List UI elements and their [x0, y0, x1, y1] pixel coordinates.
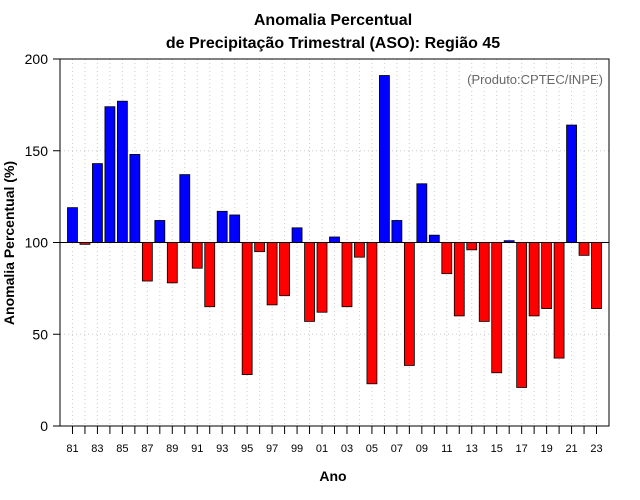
x-tick-label: 91 [191, 443, 203, 455]
bar-19 [541, 242, 553, 309]
bar-88 [154, 220, 166, 243]
x-tick-label: 15 [491, 443, 503, 455]
bar-08 [403, 242, 415, 366]
x-tick-label: 93 [216, 443, 228, 455]
bar-12 [453, 242, 465, 317]
y-tick-label: 200 [25, 51, 49, 67]
bar-02 [329, 236, 340, 243]
y-tick-label: 100 [25, 235, 49, 251]
x-tick-label: 87 [141, 443, 153, 455]
x-tick-label: 11 [441, 443, 452, 455]
y-tick-label: 0 [40, 418, 48, 434]
bar-93 [216, 210, 228, 243]
bar-99 [291, 227, 303, 243]
bar-11 [441, 242, 453, 275]
x-tick-label: 03 [341, 443, 353, 455]
y-tick-label: 150 [25, 143, 49, 159]
bar-81 [67, 207, 78, 243]
bar-90 [179, 174, 191, 243]
bar-89 [166, 242, 178, 284]
bar-13 [466, 242, 478, 251]
bar-23 [591, 242, 602, 309]
bar-14 [478, 242, 490, 322]
x-tick-label: 19 [540, 443, 552, 455]
y-tick-label: 50 [32, 326, 48, 342]
bar-07 [391, 220, 403, 243]
bar-17 [516, 242, 528, 388]
bar-94 [229, 214, 241, 243]
bar-06 [379, 75, 390, 243]
x-tick-label: 81 [66, 443, 78, 455]
bar-86 [129, 154, 141, 243]
bar-18 [528, 242, 540, 317]
x-tick-label: 09 [416, 443, 428, 455]
chart-subtitle: de Precipitação Trimestral (ASO): Região… [166, 35, 500, 52]
axis-layer: 0 50 100 150 200 81 83 85 87 89 91 93 95 97 99 01 03 05 07… [25, 51, 610, 455]
x-tick-label: 99 [291, 443, 303, 455]
bar-85 [116, 100, 128, 243]
bar-84 [104, 106, 116, 243]
bar-92 [204, 242, 216, 308]
x-tick-label: 05 [366, 443, 378, 455]
credit-text: (Produto:CPTEC/INPE) [467, 72, 603, 87]
x-tick-label: 23 [590, 443, 602, 455]
x-tick-label: 21 [565, 443, 577, 455]
bar-01 [316, 242, 328, 313]
bar-00 [304, 242, 315, 322]
x-tick-label: 95 [241, 443, 253, 455]
bar-83 [92, 163, 103, 243]
bar-96 [254, 242, 266, 253]
bar-03 [341, 242, 353, 308]
x-tick-label: 85 [116, 443, 128, 455]
bar-97 [266, 242, 278, 306]
bar-15 [491, 242, 503, 374]
x-axis-label: Ano [319, 468, 346, 484]
bar-87 [141, 242, 153, 282]
chart-title: Anomalia Percentual [254, 12, 412, 29]
x-tick-label: 83 [91, 443, 103, 455]
bar-22 [578, 242, 590, 256]
bar-98 [279, 242, 290, 297]
x-tick-label: 17 [516, 443, 528, 455]
bar-95 [241, 242, 253, 376]
bar-21 [566, 124, 577, 243]
bar-91 [191, 242, 203, 269]
bar-09 [416, 183, 428, 243]
y-axis-label: Anomalia Percentual (%) [1, 161, 17, 325]
bar-10 [428, 234, 440, 243]
bar-05 [366, 242, 378, 385]
x-tick-label: 07 [391, 443, 403, 455]
x-tick-label: 13 [466, 443, 478, 455]
x-tick-label: 89 [166, 443, 178, 455]
bar-04 [354, 242, 365, 258]
bar-20 [553, 242, 565, 359]
x-tick-label: 01 [316, 443, 328, 455]
bars-layer [67, 75, 602, 388]
x-tick-label: 97 [266, 443, 278, 455]
